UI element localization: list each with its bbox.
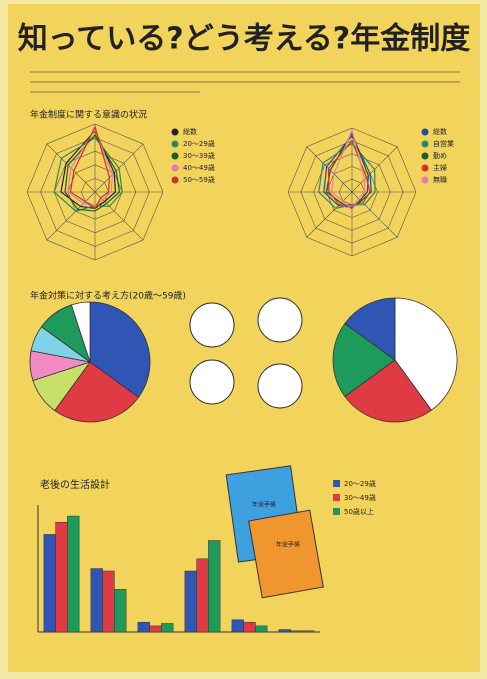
title: 知っている?どう考える?年金制度 [18,22,470,57]
legend-dot [171,176,179,184]
section-heading: 老後の生活設計 [40,478,110,491]
pie-slice [344,297,396,361]
pie-slice [332,322,396,398]
radar-spoke [46,191,96,241]
bar [255,625,268,633]
bar [67,515,80,633]
legend-swatch [333,494,340,501]
legend-dot [171,164,179,172]
legend-label: 50歳以上 [344,507,374,516]
bar [196,558,209,633]
legend-dot [421,176,429,184]
legend-dot [421,152,429,160]
pie-slice [70,301,91,363]
radar-spoke [306,146,353,193]
small-pies [189,297,303,409]
bar [184,570,197,633]
legend-label: 無職 [433,175,447,184]
legend-dot [171,152,179,160]
bar [278,629,291,633]
bar [137,621,150,633]
bar [43,534,56,633]
notebooks: 年金手帳 年金手帳 [225,465,324,599]
bar [102,570,115,633]
legend-label: 20～29歳 [344,479,376,488]
radar-line [64,133,121,212]
legend-label: 30～49歳 [344,493,376,502]
legend-dot [171,140,179,148]
radar-line [69,125,111,210]
bar [208,540,221,633]
pie-slice [344,359,433,423]
legend-swatch [333,480,340,487]
legend-label: 50～59歳 [183,175,215,184]
notebook-label: 年金手帳 [252,501,276,509]
bar [90,568,103,633]
legend-dot [421,140,429,148]
legend-swatch [333,508,340,515]
legend-dot [421,164,429,172]
bar [231,619,244,633]
bar [290,630,303,633]
legend-label: 総数 [183,127,197,136]
pie-slice [54,361,140,423]
legend-label: 勤め [433,151,447,160]
bar [161,623,174,633]
legend-label: 20～29歳 [183,139,215,148]
bar [55,521,68,633]
legend-label: 30～39歳 [183,151,215,160]
intro-text [30,71,460,93]
pie-slice [394,297,458,411]
legend-label: 自営業 [433,139,454,148]
legend-dot [171,128,179,136]
notebook-label: 年金手帳 [276,541,300,549]
legend-label: 40～49歳 [183,163,215,172]
bar [243,621,256,633]
radar-line [330,128,366,211]
radar-line [327,139,371,206]
pie-slice [89,301,151,398]
radar-spoke [306,191,353,238]
radar-spoke [351,191,398,238]
section-heading: 年金制度に関する意識の状況 [30,109,147,121]
legend-label: 総数 [433,127,447,136]
radar-line [67,128,113,207]
section-heading: 年金対策に対する考え方(20歳～59歳) [30,290,186,302]
legend-dot [421,128,429,136]
radar-line [323,134,372,208]
legend-label: 主婦 [433,163,447,172]
bar [302,630,315,633]
bar [114,589,127,633]
notebook-orange [248,509,324,599]
bar [149,625,162,633]
